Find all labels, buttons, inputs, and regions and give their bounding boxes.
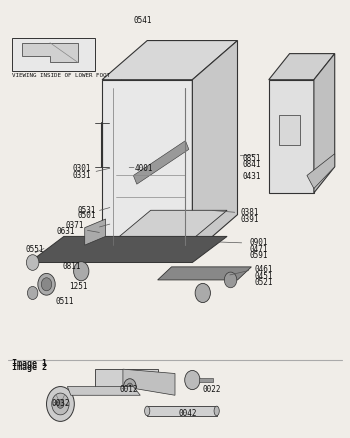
Polygon shape: [133, 141, 189, 184]
Text: 0541: 0541: [133, 17, 152, 25]
Text: 0501: 0501: [78, 212, 96, 220]
Polygon shape: [269, 53, 335, 80]
Circle shape: [38, 273, 55, 295]
Polygon shape: [29, 237, 227, 262]
Text: 0511: 0511: [55, 297, 74, 306]
Circle shape: [185, 371, 200, 390]
Circle shape: [224, 272, 237, 288]
Text: 0381: 0381: [241, 208, 259, 217]
Polygon shape: [307, 154, 335, 188]
Polygon shape: [314, 53, 335, 193]
Text: 0032: 0032: [52, 399, 70, 409]
Text: 0371: 0371: [66, 221, 84, 230]
Text: 0901: 0901: [250, 238, 268, 247]
Text: 0551: 0551: [26, 245, 44, 254]
Polygon shape: [269, 80, 314, 193]
Polygon shape: [95, 369, 158, 387]
Text: 0012: 0012: [119, 385, 138, 394]
Polygon shape: [112, 53, 224, 88]
Text: Image 1: Image 1: [12, 359, 47, 368]
Text: 0471: 0471: [250, 244, 268, 254]
Polygon shape: [193, 41, 238, 254]
Circle shape: [124, 379, 136, 394]
Text: 0461: 0461: [255, 265, 273, 275]
Text: 0022: 0022: [203, 385, 221, 394]
Polygon shape: [12, 39, 95, 71]
Circle shape: [74, 261, 89, 281]
Text: VIEWING INSIDE OF LOWER FOOT: VIEWING INSIDE OF LOWER FOOT: [12, 73, 110, 78]
Text: 0431: 0431: [243, 172, 261, 181]
Polygon shape: [22, 43, 78, 62]
Polygon shape: [85, 219, 106, 245]
Polygon shape: [109, 210, 227, 245]
Polygon shape: [67, 387, 140, 395]
Text: 0811: 0811: [62, 262, 80, 272]
Text: 0042: 0042: [178, 410, 197, 418]
Ellipse shape: [145, 406, 150, 416]
Ellipse shape: [214, 406, 219, 416]
Text: 0591: 0591: [250, 251, 268, 260]
Polygon shape: [102, 80, 192, 254]
Polygon shape: [102, 41, 238, 80]
Text: 0531: 0531: [78, 206, 96, 215]
Text: 0331: 0331: [72, 171, 91, 180]
Text: 0301: 0301: [72, 164, 91, 173]
Bar: [279, 115, 300, 145]
Text: 0841: 0841: [243, 160, 261, 169]
Bar: [147, 406, 217, 416]
Circle shape: [57, 399, 64, 408]
Text: 0631: 0631: [57, 227, 76, 236]
Circle shape: [41, 278, 52, 291]
Bar: [199, 378, 213, 382]
Text: 0391: 0391: [241, 215, 259, 223]
Polygon shape: [158, 267, 251, 280]
Text: 1251: 1251: [69, 282, 88, 291]
Polygon shape: [123, 369, 175, 395]
Circle shape: [27, 286, 38, 300]
Circle shape: [195, 283, 210, 303]
Circle shape: [26, 254, 39, 270]
Text: 0451: 0451: [255, 272, 273, 281]
Text: 4001: 4001: [135, 164, 154, 173]
Text: 0851: 0851: [243, 154, 261, 162]
Text: 0521: 0521: [255, 279, 273, 287]
Circle shape: [127, 383, 133, 390]
Circle shape: [47, 387, 74, 421]
Circle shape: [52, 393, 69, 415]
Text: Image 2: Image 2: [12, 364, 47, 372]
